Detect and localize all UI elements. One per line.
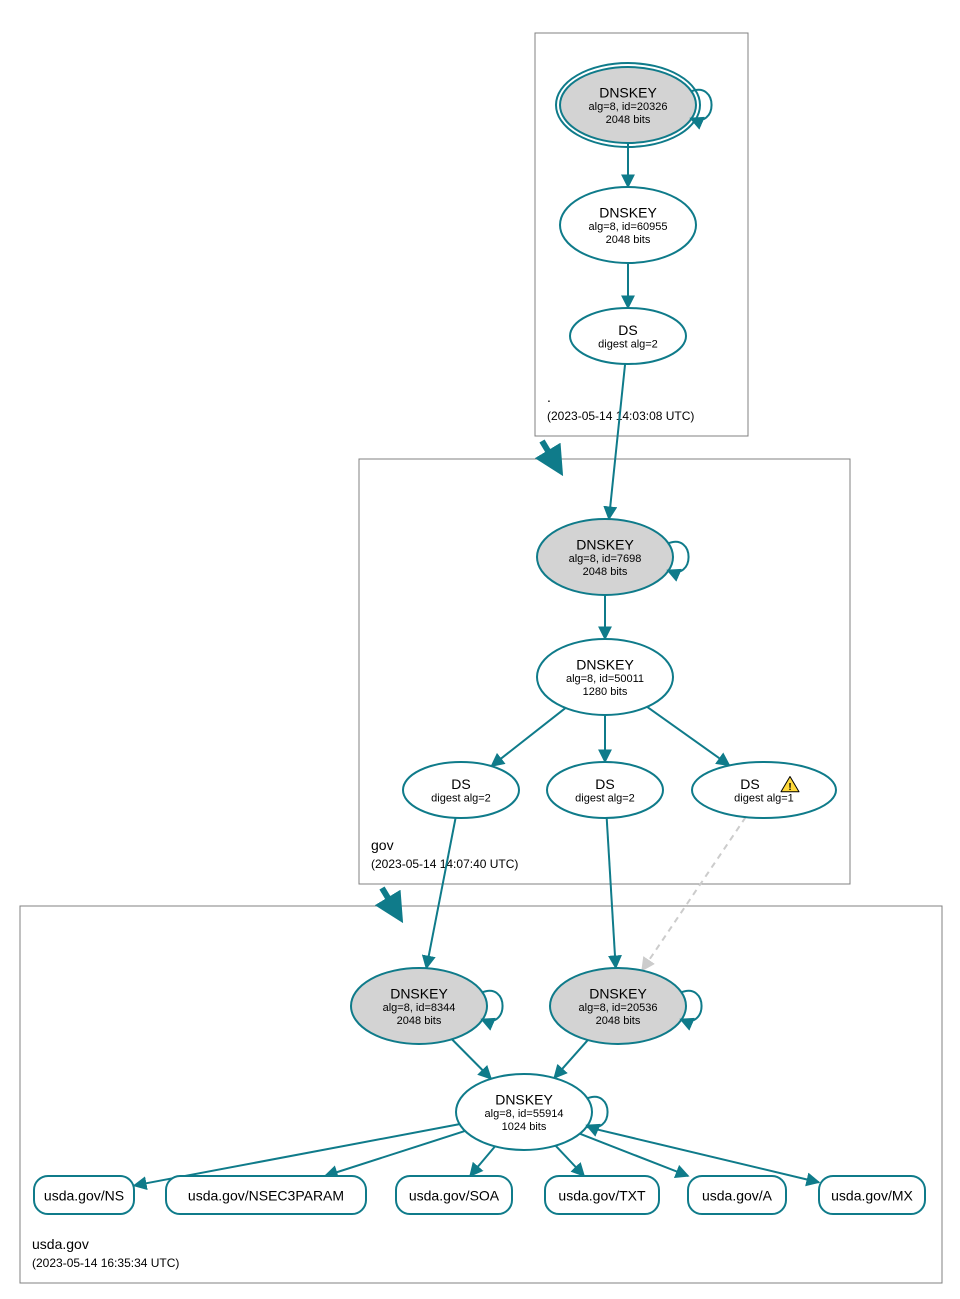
node-title: DNSKEY xyxy=(599,85,657,101)
edge xyxy=(491,708,565,766)
edge xyxy=(554,1040,588,1078)
dnssec-diagram: .(2023-05-14 14:03:08 UTC)gov(2023-05-14… xyxy=(0,0,960,1299)
edge xyxy=(607,818,616,968)
node-subtext: alg=8, id=8344 xyxy=(383,1002,456,1014)
node-title: DNSKEY xyxy=(495,1092,553,1108)
zone-label: . xyxy=(547,389,551,405)
nodes: DNSKEYalg=8, id=203262048 bitsDNSKEYalg=… xyxy=(34,63,925,1214)
edge xyxy=(580,1134,688,1176)
node-subtext: digest alg=2 xyxy=(431,792,491,804)
edges xyxy=(134,143,819,1186)
zone-entry-arrow xyxy=(542,441,560,471)
node-subtext: 1280 bits xyxy=(583,686,628,698)
edge xyxy=(452,1039,491,1079)
node-title: usda.gov/A xyxy=(702,1188,773,1204)
edge xyxy=(325,1131,465,1176)
node-subtext: 1024 bits xyxy=(502,1121,547,1133)
node-root_ksk: DNSKEYalg=8, id=203262048 bits xyxy=(556,63,712,147)
edge xyxy=(556,1146,585,1176)
node-usda_zsk: DNSKEYalg=8, id=559141024 bits xyxy=(456,1074,608,1150)
node-subtext: 2048 bits xyxy=(606,114,651,126)
node-root_zsk: DNSKEYalg=8, id=609552048 bits xyxy=(560,187,696,263)
edge xyxy=(609,364,625,519)
node-subtext: 2048 bits xyxy=(397,1015,442,1027)
node-subtext: alg=8, id=7698 xyxy=(569,553,642,565)
node-title: usda.gov/NS xyxy=(44,1188,124,1204)
node-title: DNSKEY xyxy=(576,537,634,553)
node-gov_zsk: DNSKEYalg=8, id=500111280 bits xyxy=(537,639,673,715)
node-gov_ds2: DSdigest alg=2 xyxy=(547,762,663,818)
node-rr_txt: usda.gov/TXT xyxy=(545,1176,659,1214)
node-subtext: alg=8, id=20536 xyxy=(579,1002,658,1014)
node-title: DS xyxy=(618,322,637,338)
node-rr_a: usda.gov/A xyxy=(688,1176,786,1214)
node-rr_soa: usda.gov/SOA xyxy=(396,1176,512,1214)
warning-exclaim: ! xyxy=(788,782,791,793)
node-rr_ns: usda.gov/NS xyxy=(34,1176,134,1214)
node-gov_ds3: DSdigest alg=1! xyxy=(692,762,836,818)
node-usda_ksk2: DNSKEYalg=8, id=205362048 bits xyxy=(550,968,702,1044)
node-title: DNSKEY xyxy=(599,205,657,221)
node-rr_nsec3: usda.gov/NSEC3PARAM xyxy=(166,1176,366,1214)
node-subtext: digest alg=2 xyxy=(598,338,658,350)
node-subtext: 2048 bits xyxy=(606,234,651,246)
zone-entry-arrow xyxy=(382,888,400,918)
node-title: usda.gov/SOA xyxy=(409,1188,500,1204)
node-subtext: alg=8, id=60955 xyxy=(589,221,668,233)
node-subtext: 2048 bits xyxy=(596,1015,641,1027)
edge xyxy=(647,707,729,766)
node-title: DNSKEY xyxy=(589,986,647,1002)
node-gov_ksk: DNSKEYalg=8, id=76982048 bits xyxy=(537,519,689,595)
node-subtext: alg=8, id=55914 xyxy=(485,1108,564,1120)
node-subtext: alg=8, id=20326 xyxy=(589,101,668,113)
node-title: DNSKEY xyxy=(576,657,634,673)
node-title: DNSKEY xyxy=(390,986,448,1002)
node-subtext: digest alg=2 xyxy=(575,792,635,804)
node-title: usda.gov/MX xyxy=(831,1188,913,1204)
edge xyxy=(642,817,746,970)
zone-time: (2023-05-14 16:35:34 UTC) xyxy=(32,1256,179,1270)
node-title: usda.gov/TXT xyxy=(558,1188,646,1204)
node-usda_ksk1: DNSKEYalg=8, id=83442048 bits xyxy=(351,968,503,1044)
node-subtext: alg=8, id=50011 xyxy=(566,673,644,685)
node-subtext: digest alg=1 xyxy=(734,792,794,804)
edge xyxy=(426,818,455,968)
node-rr_mx: usda.gov/MX xyxy=(819,1176,925,1214)
node-title: DS xyxy=(740,776,759,792)
zone-label: gov xyxy=(371,837,394,853)
node-title: DS xyxy=(595,776,614,792)
edge xyxy=(470,1146,495,1176)
zone-label: usda.gov xyxy=(32,1236,89,1252)
node-root_ds: DSdigest alg=2 xyxy=(570,308,686,364)
node-gov_ds1: DSdigest alg=2 xyxy=(403,762,519,818)
node-title: usda.gov/NSEC3PARAM xyxy=(188,1188,344,1204)
edge xyxy=(587,1127,819,1182)
node-subtext: 2048 bits xyxy=(583,566,628,578)
node-title: DS xyxy=(451,776,470,792)
